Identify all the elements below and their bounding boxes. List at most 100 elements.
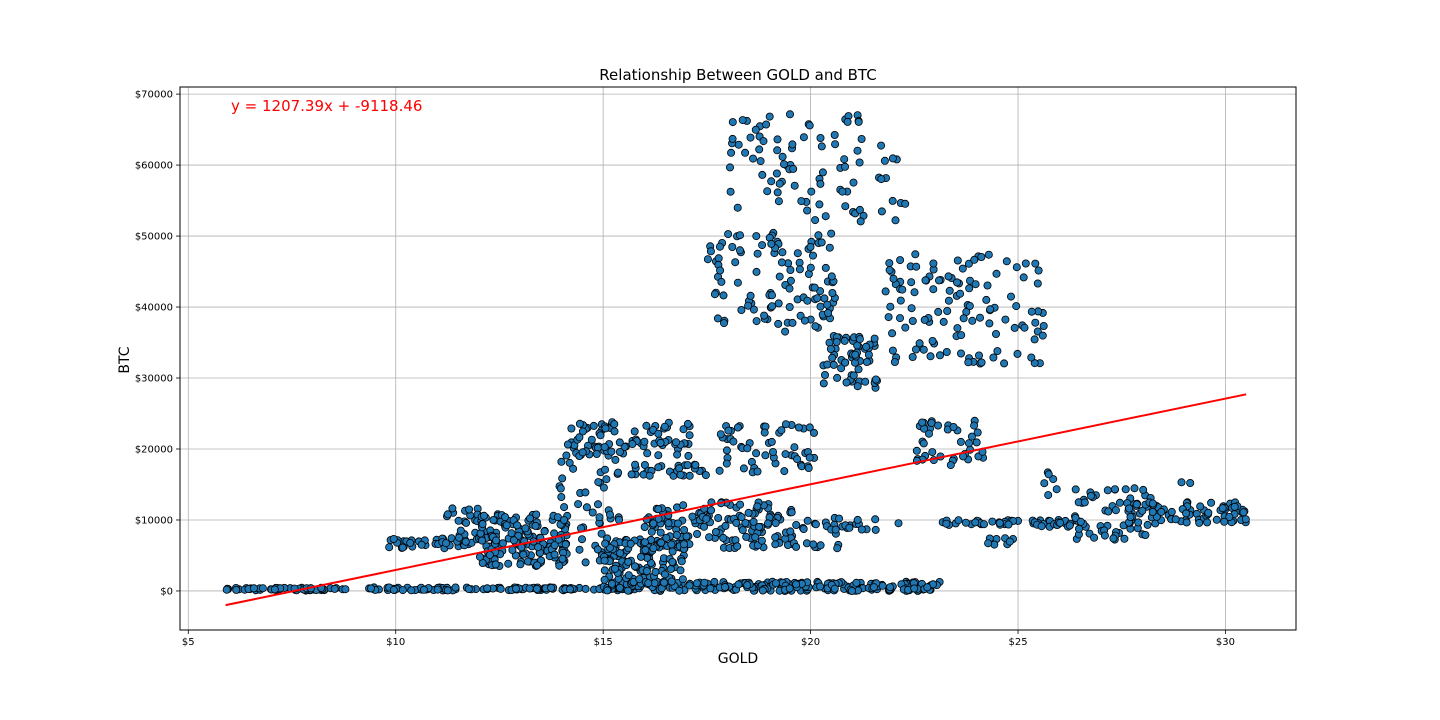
scatter-point [877,175,886,184]
scatter-point [720,319,729,328]
scatter-point [891,216,900,225]
scatter-point [957,349,966,358]
scatter-point [976,313,985,322]
scatter-point [610,420,619,429]
scatter-point [967,432,976,441]
scatter-point [1177,478,1186,487]
scatter-point [953,278,962,287]
y-tick-label: $10000 [135,515,173,526]
scatter-point [851,350,860,359]
scatter-point [970,421,979,430]
scatter-point [983,281,992,290]
scatter-point [615,447,624,456]
scatter-point [722,459,731,468]
scatter-point [929,259,938,268]
scatter-point [793,249,802,258]
scatter-point [232,585,241,594]
scatter-point [843,117,852,126]
scatter-point [908,316,917,325]
y-tick-label: $70000 [135,90,173,101]
scatter-point [896,256,905,265]
scatter-point [532,510,541,519]
scatter-point [871,525,880,534]
scatter-point [888,154,897,163]
scatter-point [918,418,927,427]
scatter-point [949,422,958,431]
scatter-point [774,299,783,308]
scatter-point [1220,517,1229,526]
scatter-point [765,112,774,121]
scatter-point [550,541,559,550]
scatter-point [624,571,633,580]
x-tick-label: $15 [594,637,613,648]
scatter-point [1010,323,1019,332]
scatter-point [702,514,711,523]
scatter-point [888,346,897,355]
scatter-point [805,453,814,462]
scatter-point [716,266,725,275]
scatter-point [864,350,873,359]
scatter-point [563,440,572,449]
scatter-point [848,587,857,596]
scatter-point [956,437,965,446]
scatter-point [727,148,736,157]
scatter-point [901,199,910,208]
scatter-point [675,586,684,595]
scatter-point [1030,335,1039,344]
scatter-point [477,536,486,545]
scatter-point [961,518,970,527]
scatter-point [1171,515,1180,524]
scatter-point [645,471,654,480]
scatter-point [831,525,840,534]
scatter-point [809,251,818,260]
scatter-point [870,334,879,343]
scatter-point [857,134,866,143]
scatter-point [885,259,894,268]
scatter-point [672,438,681,447]
scatter-point [992,329,1001,338]
scatter-point [912,262,921,271]
scatter-point [700,578,709,587]
scatter-point [637,552,646,561]
scatter-point [642,421,651,430]
scatter-point [683,419,692,428]
scatter-point [928,336,937,345]
scatter-point [532,584,541,593]
scatter-point [762,120,771,129]
scatter-point [746,291,755,300]
scatter-point [685,431,694,440]
scatter-point [896,314,905,323]
scatter-point [781,450,790,459]
scatter-point [742,532,751,541]
scatter-point [478,520,487,529]
scatter-point [1134,518,1143,527]
scatter-point [558,554,567,563]
scatter-point [668,558,677,567]
scatter-point [877,207,886,216]
scatter-point [693,530,702,539]
scatter-point [805,423,814,432]
scatter-point [752,317,761,326]
scatter-point [780,160,789,169]
scatter-point [534,543,543,552]
scatter-point [1104,507,1113,516]
scatter-point [985,319,994,328]
scatter-point [760,311,769,320]
scatter-point [773,146,782,155]
scatter-point [1004,520,1013,529]
scatter-point [701,471,710,480]
scatter-point [1130,484,1139,493]
scatter-point [854,365,863,374]
scatter-point [786,265,795,274]
scatter-point [588,508,597,517]
scatter-point [366,584,375,593]
scatter-point [662,533,671,542]
y-tick-label: $50000 [135,232,173,243]
scatter-point [667,577,676,586]
scatter-point [816,582,825,591]
scatter-point [719,533,728,542]
scatter-point [685,471,694,480]
scatter-point [691,460,700,469]
scatter-point [928,448,937,457]
scatter-point [973,428,982,437]
